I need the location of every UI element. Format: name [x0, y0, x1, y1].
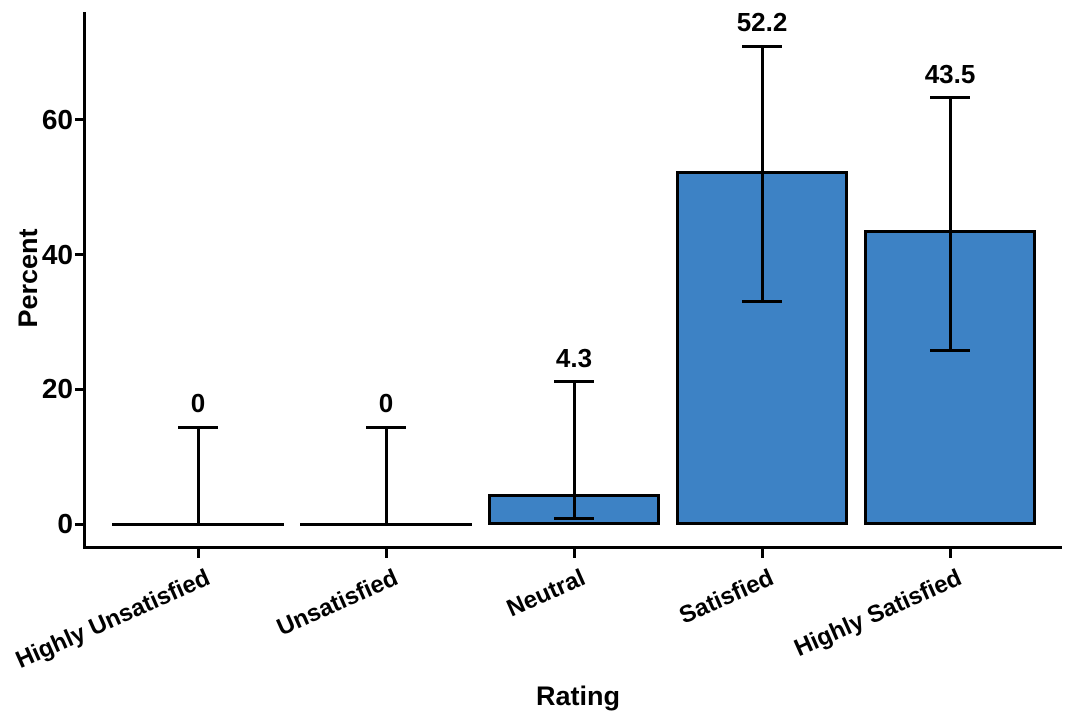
y-axis-line: [83, 12, 86, 549]
error-bar-cap-bottom: [178, 522, 218, 526]
error-bar-line: [572, 381, 576, 519]
x-axis-title: Rating: [536, 681, 620, 711]
y-tick-label: 40: [41, 238, 73, 270]
x-axis-line: [83, 546, 1062, 549]
y-tick: [75, 118, 83, 122]
error-bar-cap-top: [178, 425, 218, 429]
bar-value-label: 43.5: [924, 58, 976, 89]
error-bar-cap-bottom: [554, 517, 594, 521]
bar-value-label: 0: [190, 388, 206, 419]
error-bar-cap-bottom: [742, 300, 782, 304]
error-bar-cap-top: [554, 380, 594, 384]
error-bar-line: [948, 97, 952, 351]
y-axis-title: Percent: [13, 228, 43, 328]
y-tick-label: 60: [41, 103, 73, 135]
error-bar-line: [760, 46, 764, 302]
error-bar-cap-bottom: [930, 348, 970, 352]
x-tick: [384, 549, 388, 558]
bar-value-label: 52.2: [736, 7, 788, 38]
error-bar-cap-top: [366, 425, 406, 429]
x-tick: [196, 549, 200, 558]
x-tick-label: Neutral: [503, 564, 590, 623]
error-bar-cap-top: [930, 96, 970, 100]
y-tick: [75, 387, 83, 391]
y-tick: [75, 253, 83, 257]
x-tick: [760, 549, 764, 558]
y-tick: [75, 522, 83, 526]
x-tick-label: Highly Unsatisfied: [11, 564, 214, 674]
error-bar-cap-top: [742, 44, 782, 48]
bar-value-label: 4.3: [555, 342, 593, 373]
error-bar-cap-bottom: [366, 522, 406, 526]
x-tick: [572, 549, 576, 558]
y-tick-label: 0: [57, 508, 73, 539]
x-tick: [948, 549, 952, 558]
bar-value-label: 0: [378, 388, 394, 419]
x-tick-label: Unsatisfied: [272, 564, 402, 642]
y-tick-label: 20: [41, 373, 73, 405]
x-tick-label: Highly Satisfied: [790, 564, 966, 662]
error-bar-line: [196, 427, 200, 524]
x-tick-label: Satisfied: [675, 564, 778, 630]
error-bar-line: [384, 427, 388, 524]
